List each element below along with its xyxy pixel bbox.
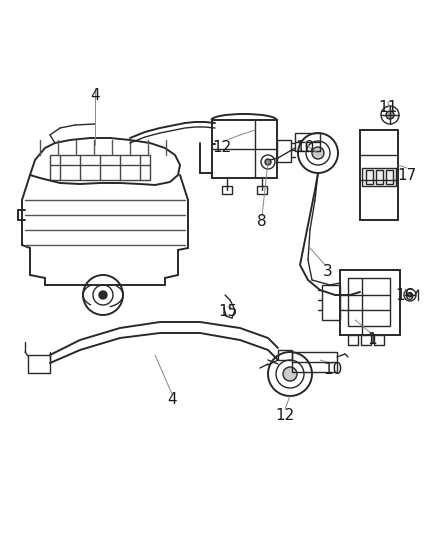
Bar [295, 133, 320, 151]
Bar [322, 285, 340, 320]
Bar [50, 155, 150, 180]
Circle shape [386, 111, 394, 119]
Bar [348, 278, 390, 326]
Bar [28, 355, 50, 373]
Bar [361, 335, 371, 345]
Text: 4: 4 [167, 392, 177, 408]
Bar [360, 130, 398, 220]
Bar [366, 170, 373, 184]
Bar [362, 168, 396, 186]
Text: 16: 16 [396, 287, 415, 303]
Bar [292, 352, 337, 372]
Text: 1: 1 [367, 333, 377, 348]
Circle shape [265, 159, 271, 165]
Bar [374, 335, 384, 345]
Bar [386, 170, 393, 184]
Bar [340, 270, 400, 335]
Text: 15: 15 [219, 304, 238, 319]
Text: 17: 17 [397, 167, 417, 182]
Text: 10: 10 [323, 362, 343, 377]
Bar [376, 170, 383, 184]
Text: 11: 11 [378, 101, 398, 116]
Text: 10: 10 [295, 141, 314, 156]
Text: 3: 3 [323, 264, 333, 279]
Circle shape [99, 291, 107, 299]
Bar [212, 120, 277, 178]
Bar [257, 186, 267, 194]
Bar [278, 350, 292, 360]
Text: 8: 8 [257, 214, 267, 230]
Circle shape [312, 147, 324, 159]
Bar [277, 140, 291, 162]
Text: 12: 12 [276, 408, 295, 423]
Bar [348, 335, 358, 345]
Circle shape [408, 293, 412, 297]
Bar [222, 186, 232, 194]
Text: 12: 12 [212, 141, 232, 156]
Circle shape [283, 367, 297, 381]
Text: 4: 4 [90, 87, 100, 102]
